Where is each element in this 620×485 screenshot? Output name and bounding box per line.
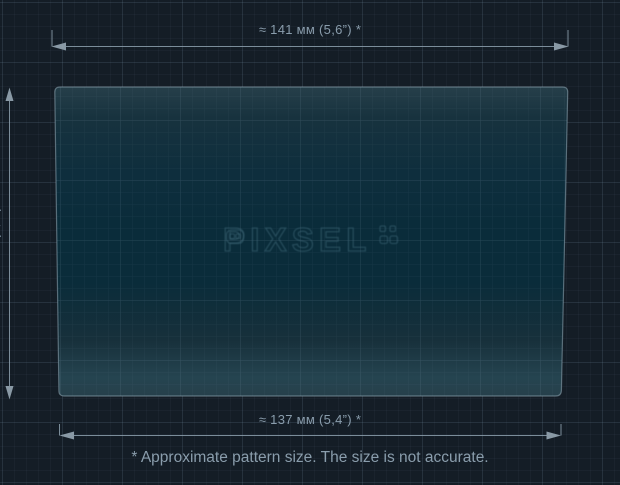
- svg-text:PIXSEL: PIXSEL: [223, 221, 372, 258]
